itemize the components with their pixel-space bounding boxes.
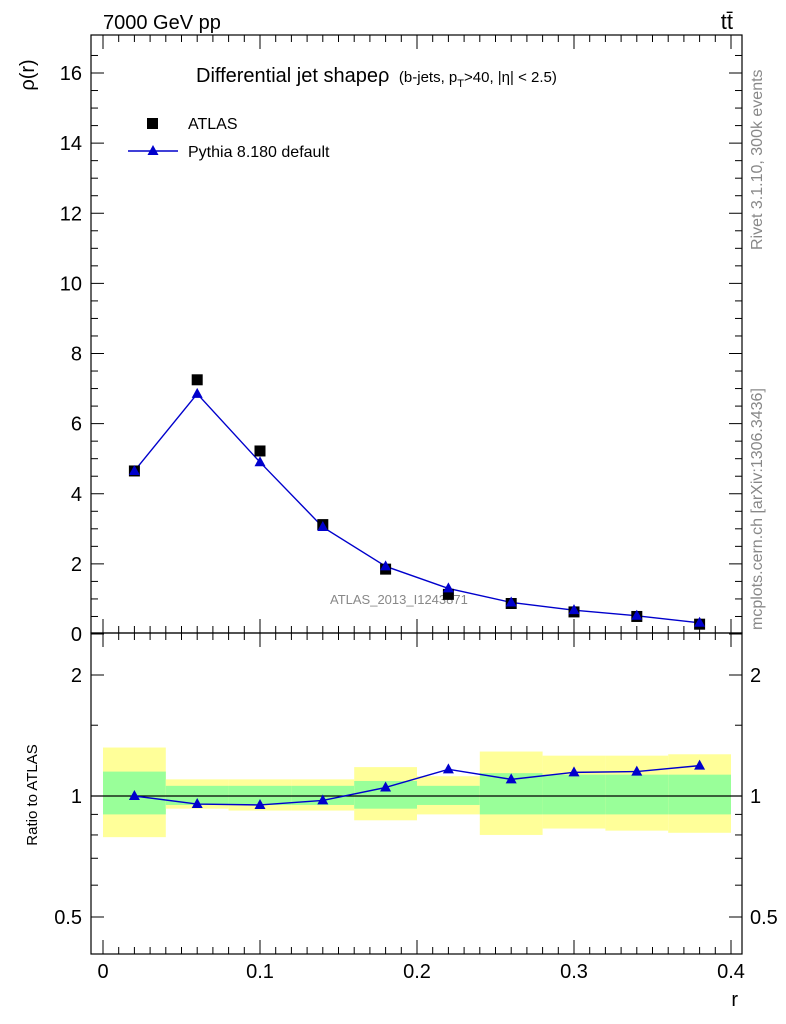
pythia-data-point bbox=[694, 616, 706, 627]
ratio-pythia-point bbox=[442, 763, 454, 774]
chart-title-suffix-pre: (b-jets, p bbox=[399, 69, 457, 86]
ratio-y-tick-label-left: 0.5 bbox=[54, 907, 82, 929]
ratio-plot-panel: 0.5 0.5 1 1 2 2 0 0.1 0.2 0.3 0.4 Ratio to ATLAS r bbox=[24, 632, 778, 1011]
x-tick-label: 0.4 bbox=[717, 961, 745, 983]
chart-title: Differential jet shapeρ (b-jets, pT>40, … bbox=[196, 65, 557, 90]
ratio-pythia-point bbox=[505, 773, 517, 784]
legend-pythia-marker bbox=[147, 145, 159, 155]
ratio-inner-uncertainty-band bbox=[542, 774, 606, 815]
energy-label: 7000 GeV pp bbox=[103, 12, 221, 34]
ratio-pythia-point bbox=[631, 765, 643, 776]
x-tick-label: 0.3 bbox=[560, 961, 588, 983]
pythia-data-point bbox=[505, 596, 517, 607]
main-y-tick-label: 16 bbox=[60, 63, 82, 85]
main-y-tick-label: 14 bbox=[60, 133, 82, 155]
mcplots-label: mcplots.cern.ch [arXiv:1306.3436] bbox=[749, 388, 766, 630]
ratio-y-tick-label-right: 0.5 bbox=[750, 907, 778, 929]
legend-atlas-marker bbox=[147, 118, 158, 129]
legend-pythia-label: Pythia 8.180 default bbox=[188, 144, 330, 161]
pythia-data-point bbox=[568, 604, 580, 615]
ratio-pythia-point bbox=[568, 766, 580, 777]
ratio-pythia-point bbox=[191, 798, 203, 809]
ratio-pythia-point bbox=[380, 781, 392, 792]
ratio-inner-uncertainty-band bbox=[605, 774, 669, 815]
ratio-y-axis-label: Ratio to ATLAS bbox=[24, 744, 41, 845]
x-tick-label: 0.2 bbox=[403, 961, 431, 983]
ratio-pythia-point bbox=[317, 794, 329, 805]
ratio-inner-uncertainty-band bbox=[165, 785, 229, 805]
x-tick-label: 0 bbox=[97, 961, 108, 983]
x-axis-label: r bbox=[731, 989, 738, 1011]
chart-title-suffix-post: >40, |η| < 2.5) bbox=[464, 69, 557, 86]
main-plot-panel: 0 2 4 6 8 10 12 14 16 ρ(r) Differential jet shap… bbox=[17, 34, 743, 646]
atlas-data-point bbox=[191, 374, 203, 386]
ratio-y-tick-label-right: 2 bbox=[750, 665, 761, 687]
ratio-pythia-point bbox=[128, 790, 140, 800]
ratio-inner-uncertainty-band bbox=[417, 785, 480, 805]
main-y-tick-label: 4 bbox=[71, 484, 82, 506]
analysis-watermark: ATLAS_2013_I1243871 bbox=[330, 592, 468, 607]
main-y-tick-label: 6 bbox=[71, 414, 82, 436]
pythia-data-point bbox=[317, 521, 329, 532]
ratio-inner-uncertainty-band bbox=[668, 774, 731, 815]
rivet-label: Rivet 3.1.10, 300k events bbox=[749, 69, 766, 250]
main-y-tick-label: 0 bbox=[71, 624, 82, 646]
ratio-inner-uncertainty-band bbox=[228, 785, 292, 805]
ratio-pythia-point bbox=[694, 759, 706, 770]
x-tick-label: 0.1 bbox=[246, 961, 274, 983]
chart-title-main: Differential jet shapeρ bbox=[196, 65, 389, 87]
atlas-data-point bbox=[254, 445, 266, 457]
main-pythia-line bbox=[133, 392, 700, 624]
legend: ATLAS Pythia 8.180 default bbox=[128, 116, 330, 161]
ratio-pythia-line bbox=[134, 764, 700, 806]
chart-title-suffix-sub: T bbox=[457, 78, 464, 90]
ratio-pythia-point bbox=[254, 798, 266, 809]
process-label: tt̄ bbox=[721, 9, 733, 34]
pythia-data-point bbox=[128, 464, 140, 475]
pythia-data-point bbox=[442, 582, 454, 593]
main-y-tick-label: 2 bbox=[71, 554, 82, 576]
pythia-data-point bbox=[191, 387, 203, 398]
legend-atlas-label: ATLAS bbox=[188, 116, 238, 133]
main-y-tick-label: 12 bbox=[60, 203, 82, 225]
pythia-data-point bbox=[380, 560, 392, 571]
ratio-y-tick-label-right: 1 bbox=[750, 786, 761, 808]
main-y-axis-label: ρ(r) bbox=[17, 59, 39, 90]
ratio-y-tick-label-left: 2 bbox=[71, 665, 82, 687]
main-y-tick-label: 8 bbox=[71, 344, 82, 366]
pythia-data-point bbox=[254, 456, 266, 467]
ratio-y-tick-label-left: 1 bbox=[71, 786, 82, 808]
pythia-data-point bbox=[631, 609, 643, 620]
atlas-data-point bbox=[442, 588, 454, 600]
ratio-plot-frame bbox=[90, 632, 743, 955]
main-y-tick-label: 10 bbox=[60, 273, 82, 295]
